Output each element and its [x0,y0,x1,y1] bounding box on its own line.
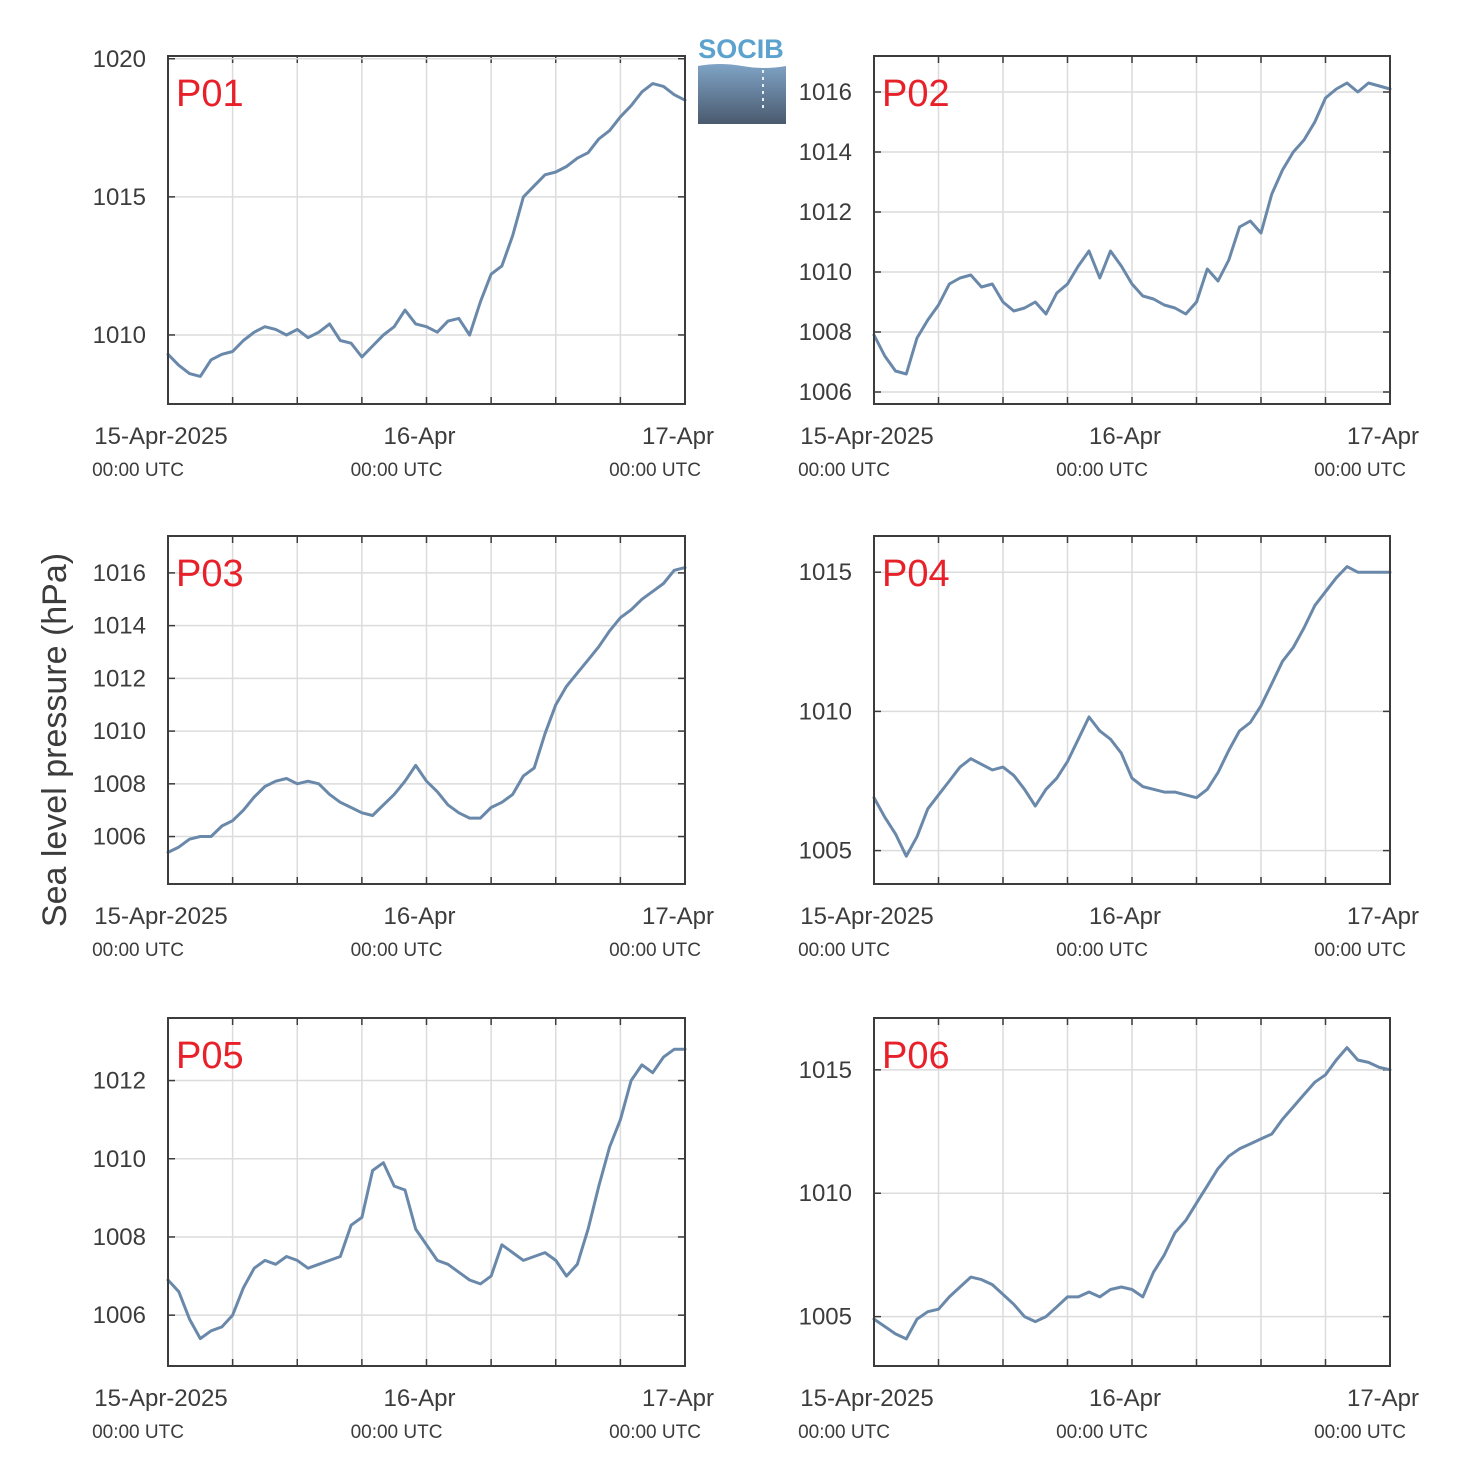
y-tick-label: 1012 [93,665,146,692]
series-line-p06 [872,1046,1392,1341]
plot-frame [873,55,1391,405]
x-tick-label: 15-Apr-2025 [94,903,227,930]
x-tick-sublabel: 00:00 UTC [92,460,184,481]
panel-label-p05: P05 [176,1035,244,1077]
y-tick-label: 1016 [799,79,852,106]
y-tick-label: 1010 [93,1146,146,1173]
y-tick-label: 1005 [799,1304,852,1331]
x-tick-sublabel: 00:00 UTC [1056,1422,1148,1443]
x-tick-label: 16-Apr [1089,903,1161,930]
x-tick-label: 16-Apr [383,1385,455,1412]
series-line-p04 [872,565,1392,858]
panel-label-p02: P02 [882,73,950,115]
socib-logo: SOCIB [698,34,786,124]
x-tick-label: 15-Apr-2025 [800,423,933,450]
x-tick-sublabel: 00:00 UTC [1314,1422,1406,1443]
x-tick-label: 16-Apr [383,903,455,930]
socib-logo-wave [698,64,786,124]
x-tick-sublabel: 00:00 UTC [609,940,701,961]
x-tick-sublabel: 00:00 UTC [92,940,184,961]
x-tick-label: 15-Apr-2025 [800,903,933,930]
socib-logo-text: SOCIB [698,34,784,64]
y-tick-label: 1006 [93,1302,146,1329]
x-tick-sublabel: 00:00 UTC [798,940,890,961]
y-tick-label: 1014 [799,139,852,166]
panel-p01: 1010 1015 1020 P01 15-Apr-2025 00:00 UTC 16-Ap… [92,46,714,481]
x-tick-label: 17-Apr [642,1385,714,1412]
plot-frame [167,535,686,885]
panel-label-p06: P06 [882,1035,950,1077]
x-tick-label: 17-Apr [1347,903,1419,930]
x-tick-sublabel: 00:00 UTC [798,1422,890,1443]
x-tick-label: 17-Apr [642,903,714,930]
panels: 1010 1015 1020 P01 15-Apr-2025 00:00 UTC 16-Ap… [92,46,1419,1443]
x-tick-label: 17-Apr [1347,423,1419,450]
x-tick-sublabel: 00:00 UTC [351,1422,443,1443]
y-tick-label: 1015 [799,559,852,586]
plot-frame [873,1017,1391,1367]
y-tick-label: 1005 [799,838,852,865]
x-tick-label: 16-Apr [383,423,455,450]
y-tick-label: 1016 [93,560,146,587]
y-tick-label: 1015 [93,184,146,211]
x-tick-label: 15-Apr-2025 [94,1385,227,1412]
x-tick-label: 15-Apr-2025 [800,1385,933,1412]
y-tick-label: 1020 [93,46,146,73]
panel-label-p01: P01 [176,73,244,115]
y-tick-label: 1010 [799,1180,852,1207]
panel-p06: 1005 1010 1015 P06 15-Apr-2025 00:00 UTC 16-Ap… [798,1017,1419,1443]
panel-label-p03: P03 [176,553,244,595]
y-tick-label: 1008 [93,1224,146,1251]
x-tick-sublabel: 00:00 UTC [351,940,443,961]
panel-p03: 1006 1008 1010 1012 1014 1016 P03 15-Apr-2025 00… [92,535,714,961]
y-tick-label: 1012 [799,199,852,226]
x-tick-label: 15-Apr-2025 [94,423,227,450]
y-tick-label: 1006 [799,379,852,406]
x-tick-label: 16-Apr [1089,423,1161,450]
x-tick-sublabel: 00:00 UTC [92,1422,184,1443]
x-tick-sublabel: 00:00 UTC [1314,460,1406,481]
x-tick-sublabel: 00:00 UTC [1314,940,1406,961]
series-line-p02 [872,81,1392,376]
panel-p04: 1005 1010 1015 P04 15-Apr-2025 00:00 UTC 16-Ap… [798,535,1419,961]
series-line-p03 [166,566,687,854]
y-axis-label: Sea level pressure (hPa) [36,553,74,927]
x-tick-sublabel: 00:00 UTC [609,1422,701,1443]
y-tick-label: 1010 [799,698,852,725]
y-tick-label: 1008 [93,771,146,798]
y-tick-label: 1006 [93,824,146,851]
x-tick-sublabel: 00:00 UTC [798,460,890,481]
x-tick-label: 16-Apr [1089,1385,1161,1412]
x-tick-sublabel: 00:00 UTC [1056,940,1148,961]
y-tick-label: 1008 [799,319,852,346]
y-tick-label: 1010 [799,259,852,286]
y-tick-label: 1015 [799,1057,852,1084]
x-tick-sublabel: 00:00 UTC [351,460,443,481]
panel-p05: 1006 1008 1010 1012 P05 15-Apr-2025 00:00 UTC 1… [92,1017,714,1443]
panel-label-p04: P04 [882,553,950,595]
x-tick-sublabel: 00:00 UTC [1056,460,1148,481]
x-tick-label: 17-Apr [1347,1385,1419,1412]
y-tick-label: 1014 [93,613,146,640]
x-tick-sublabel: 00:00 UTC [609,460,701,481]
y-tick-label: 1010 [93,322,146,349]
plot-frame [167,1017,686,1367]
y-tick-label: 1012 [93,1068,146,1095]
series-line-p01 [166,82,687,378]
series-line-p05 [166,1047,687,1341]
plot-frame [167,55,686,405]
plot-frame [873,535,1391,885]
x-tick-label: 17-Apr [642,423,714,450]
panel-p02: 1006 1008 1010 1012 1014 1016 P02 15-Apr-2025 00… [798,55,1419,481]
y-tick-label: 1010 [93,718,146,745]
